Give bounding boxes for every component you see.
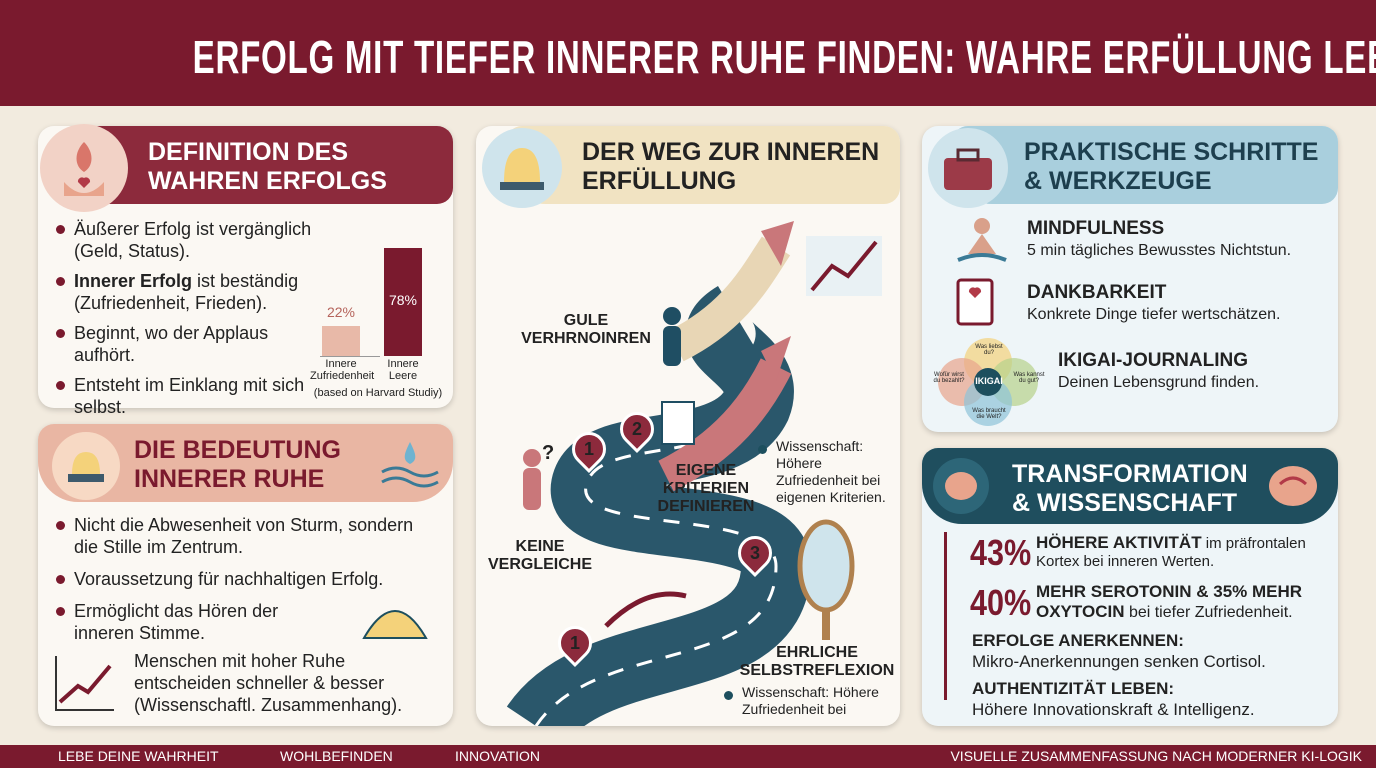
category-label: Innere Leere [387, 358, 419, 382]
ikigai-circle: Was liebst du? [975, 344, 1003, 356]
growth-icon [55, 656, 114, 711]
water-icon [381, 442, 439, 488]
bullet: Wissenschaft: Höhere Zufriedenheit bei [722, 684, 900, 718]
bullet: Beginnt, wo der Applaus aufhört. [54, 322, 334, 366]
bold-text: AUTHENTIZITÄT LEBEN: [972, 679, 1175, 698]
bullet-list: Nicht die Abwesenheit von Sturm, sondern… [54, 514, 434, 652]
item-title: IKIGAI-JOURNALING [1058, 350, 1248, 371]
card-title: DEFINITION DES WAHREN ERFOLGS [148, 138, 387, 195]
brain-icon [1269, 466, 1317, 506]
icon [40, 124, 128, 212]
ikigai-circle: Was kannst du gut? [1013, 372, 1045, 384]
card-header [506, 126, 900, 204]
axis [320, 356, 380, 357]
item: HÖHERE AKTIVITÄT im präfrontalen Kortex … [1036, 534, 1332, 571]
journal-icon [956, 278, 994, 326]
card-header [952, 126, 1338, 204]
bullet-list: Äußerer Erfolg ist vergänglich (Geld, St… [54, 218, 334, 426]
stat: 40% [970, 582, 1032, 623]
pin-number: 2 [631, 419, 642, 439]
bullet: Ermöglicht das Hören der inneren Stimme. [54, 600, 294, 644]
bar-chart: 22% Innere Zufriedenheit 78% Innere Leere [310, 226, 448, 382]
source: (based on Harvard Studiy) [313, 387, 443, 399]
card-title: DER WEG ZUR INNEREN ERFÜLLUNG [582, 138, 880, 195]
text: im präfrontalen Kortex bei inneren Werte… [1036, 535, 1306, 570]
ikigai-circle: Wofür wirst du bezahlt? [933, 372, 965, 384]
definition-card: DEFINITION DES WAHREN ERFOLGS Äußerer Er… [38, 124, 453, 417]
bar-label: 78% [388, 291, 418, 308]
meditation-icon [957, 218, 1007, 262]
icon [52, 432, 120, 500]
curve-icon [362, 610, 428, 639]
pins: 1 2 3 1 [476, 126, 900, 726]
title: ERFOLG MIT TIEFER INNERER RUHE FINDEN: W… [192, 31, 1376, 83]
question-mark: ? [542, 442, 555, 464]
footer-item: WOHLBEFINDEN [280, 748, 393, 764]
calm-card: DIE BEDEUTUNG INNERER RUHE Nicht die Abw… [38, 424, 453, 726]
bold-text: ERFOLGE ANERKENNEN: [972, 631, 1184, 650]
stat: 43% [970, 532, 1032, 573]
card-header [68, 126, 453, 204]
note: Menschen mit hoher Ruhe entscheiden schn… [134, 651, 403, 715]
card-title: TRANSFORMATION & WISSENSCHAFT [1012, 460, 1248, 517]
footer: LEBE DEINE WAHRHEIT WOHLBEFINDEN INNOVAT… [0, 745, 1376, 768]
item-title: DANKBARKEIT [1027, 282, 1167, 303]
footer-item: INNOVATION [455, 748, 541, 764]
text: Mikro-Anerkennungen senken Cortisol. [972, 652, 1266, 671]
header: ERFOLG MIT TIEFER INNERER RUHE FINDEN: W… [0, 0, 1376, 106]
ikigai-center: IKIGAI [975, 376, 1003, 386]
item: MEHR SEROTONIN & 35% MEHR OXYTOCIN bei t… [1036, 582, 1332, 622]
pin-number: 1 [569, 633, 580, 653]
item-text: Deinen Lebensgrund finden. [1058, 374, 1260, 391]
bullet: Äußerer Erfolg ist vergänglich (Geld, St… [54, 218, 334, 262]
footer-right: VISUELLE ZUSAMMENFASSUNG NACH MODERNER K… [950, 748, 1362, 764]
brain-icon [933, 458, 989, 514]
item-text: 5 min tägliches Bewusstes Nichtstun. [1027, 242, 1292, 259]
bold-text: Innerer Erfolg [74, 271, 193, 291]
pin-number: 3 [749, 543, 760, 563]
bullet: Entsteht im Einklang mit sich selbst. [54, 374, 334, 418]
card-title: PRAKTISCHE SCHRITTE & WERKZEUGE [1024, 138, 1319, 195]
ikigai-diagram [938, 338, 1038, 426]
bullet: Innerer Erfolg ist beständig (Zufriedenh… [54, 270, 334, 314]
bold-text: MEHR SEROTONIN & 35% MEHR OXYTOCIN [1036, 582, 1303, 621]
step-label: GULE VERHRNOINREN [521, 312, 651, 347]
step-label: KEINE VERGLEICHE [487, 538, 592, 573]
bar [384, 247, 422, 356]
ikigai-circle: Was braucht die Welt? [972, 408, 1006, 420]
step-label: EIGENE KRITERIEN DEFINIEREN [657, 462, 755, 515]
bullet: Nicht die Abwesenheit von Sturm, sondern… [54, 514, 434, 558]
science-card: TRANSFORMATION & WISSENSCHAFT 43% HÖHERE… [922, 448, 1338, 726]
footer-item: LEBE DEINE WAHRHEIT [58, 748, 219, 764]
item: AUTHENTIZITÄT LEBEN: Höhere Innovationskr… [972, 678, 1332, 720]
science-note: Wissenschaft: Höhere Zufriedenheit bei e… [756, 438, 896, 514]
road-illustration [506, 221, 882, 726]
bar-label: 22% [326, 303, 356, 320]
bullet: Voraussetzung für nachhaltigen Erfolg. [54, 568, 434, 590]
item-text: Konkrete Dinge tiefer wertschätzen. [1027, 306, 1281, 323]
tools-card: PRAKTISCHE SCHRITTE & WERKZEUGE MINDFULN… [922, 126, 1338, 432]
text: ist beständig (Zufriedenheit, Frieden). [74, 271, 299, 313]
step-label: EHRLICHE SELBSTREFLEXION [739, 644, 895, 679]
category-label: Innere Zufriedenheit [310, 358, 375, 382]
item-title: MINDFULNESS [1027, 218, 1165, 239]
text: bei tiefer Zufriedenheit. [1128, 604, 1293, 621]
bold-text: HÖHERE AKTIVITÄT [1036, 533, 1202, 552]
text: Höhere Innovationskraft & Intelligenz. [972, 700, 1255, 719]
card-header [922, 448, 1338, 524]
card-title: DIE BEDEUTUNG INNERER RUHE [134, 436, 341, 493]
pin-number: 1 [583, 439, 594, 459]
item: ERFOLGE ANERKENNEN: Mikro-Anerkennungen s… [972, 630, 1332, 672]
timeline [944, 532, 947, 700]
icon [482, 128, 562, 208]
toolbox-icon [928, 128, 1008, 208]
path-card: DER WEG ZUR INNEREN ERFÜLLUNG 1 2 3 1 GULE … [476, 126, 900, 726]
science-note: Wissenschaft: Höhere Zufriedenheit bei [722, 684, 900, 726]
bullet: Wissenschaft: Höhere Zufriedenheit bei e… [756, 438, 896, 506]
bar [322, 325, 360, 356]
